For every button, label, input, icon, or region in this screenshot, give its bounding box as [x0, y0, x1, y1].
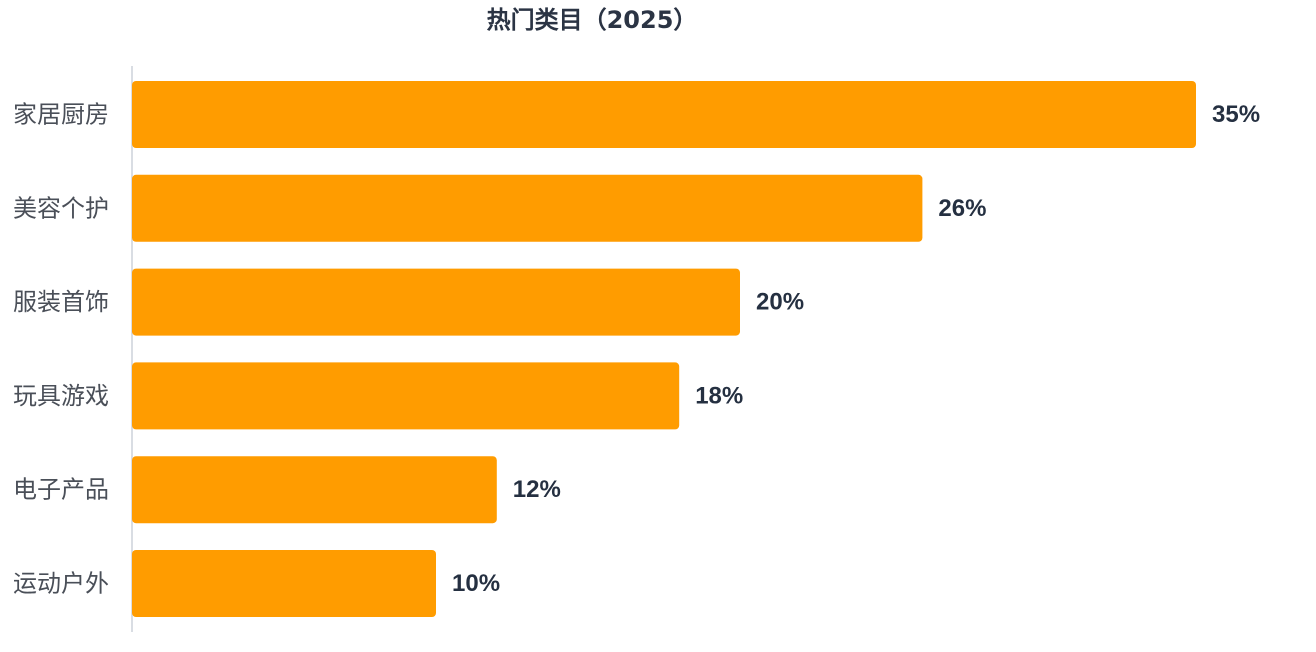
bars-group	[132, 81, 1196, 617]
category-label: 玩具游戏	[13, 382, 109, 410]
value-label: 18%	[695, 382, 743, 409]
value-label: 12%	[513, 476, 561, 503]
category-label: 家居厨房	[13, 101, 109, 129]
value-label: 35%	[1212, 101, 1260, 128]
value-label: 20%	[756, 289, 804, 316]
bar	[132, 174, 923, 242]
category-label: 服装首饰	[13, 288, 109, 316]
bar	[132, 362, 680, 430]
bar	[132, 268, 740, 336]
bar	[132, 81, 1196, 148]
category-label: 运动户外	[13, 570, 109, 598]
category-label: 美容个护	[13, 194, 109, 222]
category-label: 电子产品	[13, 476, 109, 504]
value-labels-group: 35% 26% 20% 18% 12% 10%	[452, 101, 1260, 597]
bar	[132, 550, 436, 617]
bar	[132, 456, 497, 524]
value-label: 26%	[938, 195, 986, 222]
chart-title: 热门类目（2025）	[487, 6, 698, 34]
value-label: 10%	[452, 570, 500, 597]
